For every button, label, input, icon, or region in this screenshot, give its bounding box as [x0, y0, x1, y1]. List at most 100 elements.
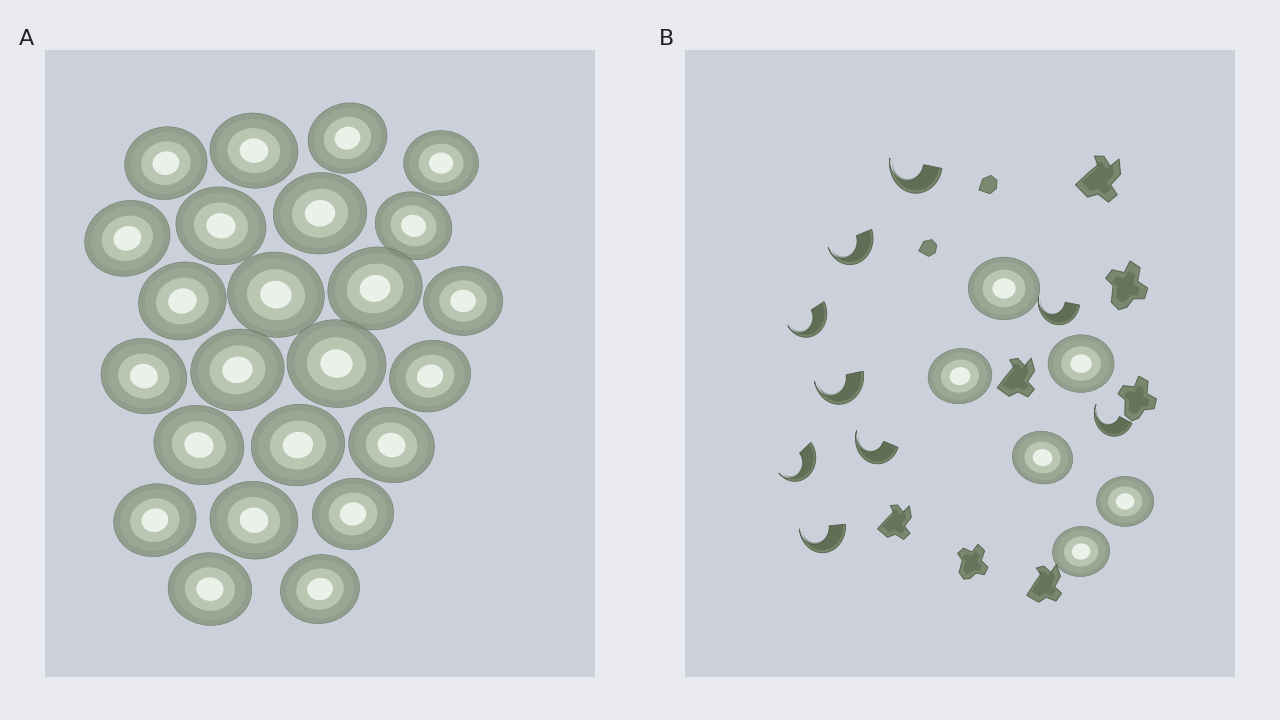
Ellipse shape: [196, 577, 224, 601]
Ellipse shape: [983, 270, 1025, 307]
Ellipse shape: [410, 135, 472, 191]
Ellipse shape: [184, 567, 236, 611]
Ellipse shape: [223, 356, 252, 383]
Ellipse shape: [933, 353, 987, 400]
Ellipse shape: [339, 503, 366, 526]
Ellipse shape: [334, 127, 361, 150]
Polygon shape: [1117, 376, 1156, 421]
Ellipse shape: [1097, 477, 1153, 526]
Ellipse shape: [280, 554, 360, 624]
Polygon shape: [790, 303, 824, 335]
Ellipse shape: [84, 200, 170, 276]
Ellipse shape: [228, 497, 280, 544]
Polygon shape: [1041, 297, 1078, 323]
Ellipse shape: [131, 132, 201, 194]
Ellipse shape: [251, 404, 344, 486]
Polygon shape: [800, 524, 846, 553]
Ellipse shape: [312, 478, 394, 549]
Ellipse shape: [108, 344, 180, 408]
Ellipse shape: [118, 354, 169, 399]
Ellipse shape: [210, 346, 265, 395]
Ellipse shape: [228, 128, 280, 174]
Ellipse shape: [406, 354, 454, 397]
Ellipse shape: [270, 420, 326, 469]
Ellipse shape: [210, 113, 298, 188]
Ellipse shape: [381, 197, 447, 255]
Polygon shape: [882, 510, 906, 534]
Ellipse shape: [305, 200, 335, 227]
Polygon shape: [778, 442, 815, 482]
Ellipse shape: [228, 252, 324, 338]
Ellipse shape: [375, 192, 452, 260]
Polygon shape: [828, 230, 873, 265]
Ellipse shape: [131, 498, 179, 542]
Ellipse shape: [389, 340, 471, 412]
Polygon shape: [1094, 404, 1132, 436]
Polygon shape: [831, 230, 870, 262]
Ellipse shape: [950, 367, 970, 385]
Polygon shape: [963, 552, 982, 574]
Ellipse shape: [124, 127, 207, 199]
Ellipse shape: [197, 336, 278, 405]
Ellipse shape: [216, 487, 292, 553]
Ellipse shape: [329, 492, 378, 536]
Ellipse shape: [424, 266, 503, 336]
Ellipse shape: [161, 411, 237, 479]
Ellipse shape: [390, 205, 436, 246]
Ellipse shape: [974, 262, 1034, 315]
Ellipse shape: [324, 117, 371, 159]
Ellipse shape: [360, 275, 390, 302]
Ellipse shape: [191, 329, 284, 410]
Ellipse shape: [206, 213, 236, 238]
Ellipse shape: [101, 338, 187, 414]
Ellipse shape: [355, 413, 428, 477]
Ellipse shape: [403, 130, 479, 196]
Ellipse shape: [1061, 346, 1101, 381]
Ellipse shape: [1012, 431, 1073, 484]
Ellipse shape: [1116, 493, 1134, 510]
Ellipse shape: [141, 141, 191, 185]
Ellipse shape: [1057, 530, 1106, 573]
Ellipse shape: [287, 320, 387, 408]
Ellipse shape: [234, 258, 317, 331]
Ellipse shape: [114, 226, 141, 251]
Ellipse shape: [419, 143, 463, 183]
Ellipse shape: [138, 262, 227, 340]
Ellipse shape: [210, 481, 298, 559]
Polygon shape: [1082, 162, 1114, 194]
Polygon shape: [1096, 405, 1130, 434]
Text: B: B: [659, 29, 675, 49]
Ellipse shape: [439, 280, 486, 322]
Ellipse shape: [968, 257, 1039, 320]
Ellipse shape: [216, 119, 292, 183]
Ellipse shape: [154, 405, 244, 485]
Ellipse shape: [1070, 354, 1092, 373]
Ellipse shape: [145, 268, 220, 334]
Ellipse shape: [1053, 339, 1110, 388]
Ellipse shape: [992, 278, 1015, 299]
Ellipse shape: [429, 153, 453, 174]
Ellipse shape: [280, 179, 360, 248]
Ellipse shape: [319, 484, 388, 544]
Polygon shape: [957, 544, 988, 579]
Ellipse shape: [366, 423, 417, 468]
Ellipse shape: [260, 281, 292, 309]
Ellipse shape: [1108, 487, 1142, 516]
Ellipse shape: [172, 421, 225, 469]
Ellipse shape: [239, 508, 269, 533]
Polygon shape: [1112, 271, 1140, 302]
Polygon shape: [1075, 156, 1120, 202]
Ellipse shape: [1071, 544, 1091, 559]
Ellipse shape: [283, 432, 314, 459]
Ellipse shape: [347, 264, 403, 313]
Ellipse shape: [184, 432, 214, 458]
Ellipse shape: [292, 189, 348, 238]
Polygon shape: [1106, 261, 1148, 310]
Ellipse shape: [183, 193, 260, 259]
Ellipse shape: [401, 215, 426, 237]
Ellipse shape: [378, 433, 406, 457]
Polygon shape: [855, 430, 899, 464]
Ellipse shape: [193, 202, 248, 249]
Ellipse shape: [287, 559, 353, 618]
Polygon shape: [801, 524, 844, 550]
